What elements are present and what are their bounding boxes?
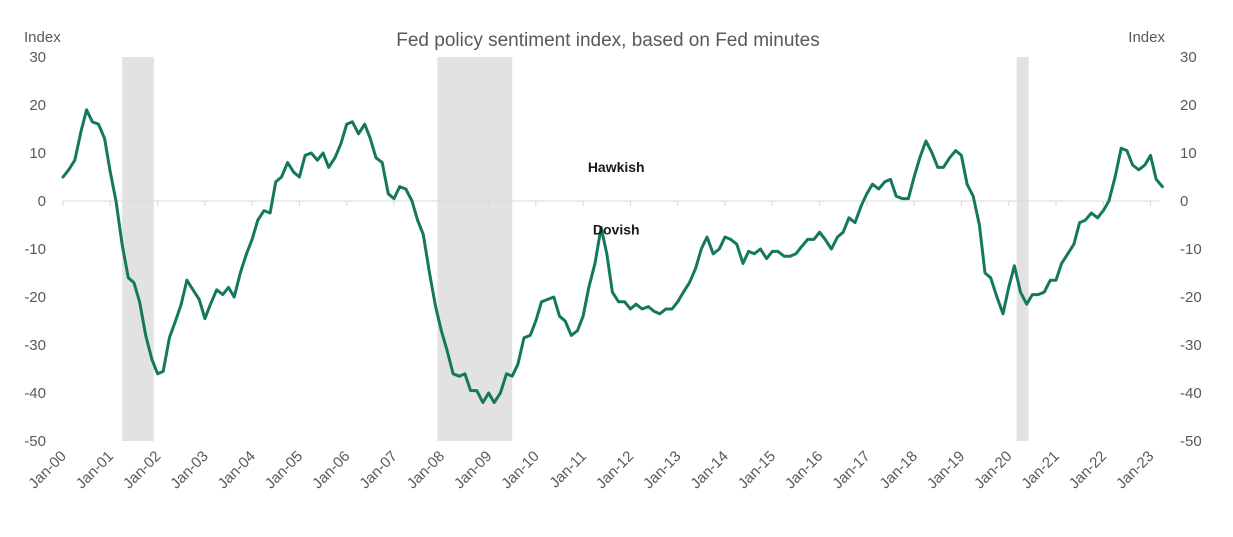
left-y-tick-label: -40 xyxy=(24,385,46,402)
x-tick-label: Jan-15 xyxy=(735,448,779,492)
annotations: Hawkish Dovish xyxy=(588,159,645,237)
left-y-tick-label: -50 xyxy=(24,433,46,450)
x-tick-label: Jan-09 xyxy=(451,448,495,492)
right-y-tick-label: 30 xyxy=(1180,49,1197,66)
left-y-tick-label: 20 xyxy=(29,97,46,114)
recession-band xyxy=(1016,57,1029,441)
right-y-tick-label: 20 xyxy=(1180,97,1197,114)
recession-band xyxy=(122,57,154,441)
right-y-tick-label: -50 xyxy=(1180,433,1202,450)
annotation-label: Dovish xyxy=(593,222,640,238)
x-tick-label: Jan-00 xyxy=(25,448,69,492)
tick-marks xyxy=(62,201,1152,206)
left-y-tick-label: 10 xyxy=(29,145,46,162)
x-tick-label: Jan-14 xyxy=(687,448,731,492)
x-tick-label: Jan-21 xyxy=(1018,448,1062,492)
x-tick-label: Jan-18 xyxy=(876,448,920,492)
x-tick-label: Jan-07 xyxy=(356,448,400,492)
annotation-label: Hawkish xyxy=(588,159,645,175)
x-axis: Jan-00 Jan-01 Jan-02 Jan-03 Jan-04 Jan-05 Jan-… xyxy=(25,448,1157,492)
right-axis-unit: Index xyxy=(1128,29,1165,46)
right-y-tick-label: -20 xyxy=(1180,289,1202,306)
left-y-axis: 30 20 10 0 -10 -20 -30 -40 -50 xyxy=(24,49,46,450)
x-tick-label: Jan-12 xyxy=(593,448,637,492)
recession-bands xyxy=(122,57,1029,441)
x-tick-label: Jan-10 xyxy=(498,448,542,492)
x-tick-label: Jan-13 xyxy=(640,448,684,492)
x-tick-label: Jan-08 xyxy=(404,448,448,492)
x-tick-label: Jan-22 xyxy=(1066,448,1110,492)
left-y-tick-label: -20 xyxy=(24,289,46,306)
right-y-tick-label: 0 xyxy=(1180,193,1188,210)
x-tick-label: Jan-01 xyxy=(73,448,117,492)
x-tick-label: Jan-05 xyxy=(262,448,306,492)
right-y-tick-label: -10 xyxy=(1180,241,1202,258)
x-tick-label: Jan-16 xyxy=(782,448,826,492)
left-axis-unit: Index xyxy=(24,29,61,46)
right-y-axis: 30 20 10 0 -10 -20 -30 -40 -50 xyxy=(1180,49,1202,450)
right-y-tick-label: 10 xyxy=(1180,145,1197,162)
x-tick-label: Jan-20 xyxy=(971,448,1015,492)
x-tick-label: Jan-17 xyxy=(829,448,873,492)
x-tick-label: Jan-03 xyxy=(167,448,211,492)
x-tick-label: Jan-23 xyxy=(1113,448,1157,492)
right-y-tick-label: -30 xyxy=(1180,337,1202,354)
chart-title: Fed policy sentiment index, based on Fed… xyxy=(396,30,820,51)
x-tick-label: Jan-11 xyxy=(546,448,590,492)
x-tick-label: Jan-04 xyxy=(215,448,259,492)
left-y-tick-label: 0 xyxy=(38,193,46,210)
x-tick-label: Jan-19 xyxy=(924,448,968,492)
left-y-tick-label: -10 xyxy=(24,241,46,258)
series-line xyxy=(61,108,1164,405)
left-y-tick-label: 30 xyxy=(29,49,46,66)
recession-band xyxy=(437,57,513,441)
left-y-tick-label: -30 xyxy=(24,337,46,354)
x-tick-label: Jan-06 xyxy=(309,448,353,492)
right-y-tick-label: -40 xyxy=(1180,385,1202,402)
x-tick-label: Jan-02 xyxy=(120,448,164,492)
